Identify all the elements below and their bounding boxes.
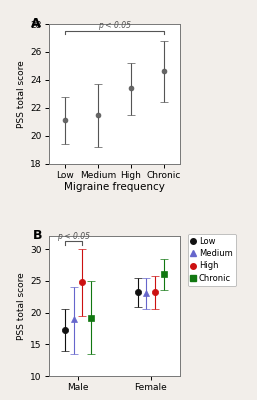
- Text: p < 0.05: p < 0.05: [57, 232, 90, 241]
- Legend: Low, Medium, High, Chronic: Low, Medium, High, Chronic: [188, 234, 236, 286]
- Y-axis label: PSS total score: PSS total score: [17, 60, 26, 128]
- Text: B: B: [33, 229, 43, 242]
- X-axis label: Migraine frequency: Migraine frequency: [64, 182, 165, 192]
- Y-axis label: PSS total score: PSS total score: [17, 272, 26, 340]
- Text: A: A: [31, 17, 40, 30]
- Text: p < 0.05: p < 0.05: [98, 21, 131, 30]
